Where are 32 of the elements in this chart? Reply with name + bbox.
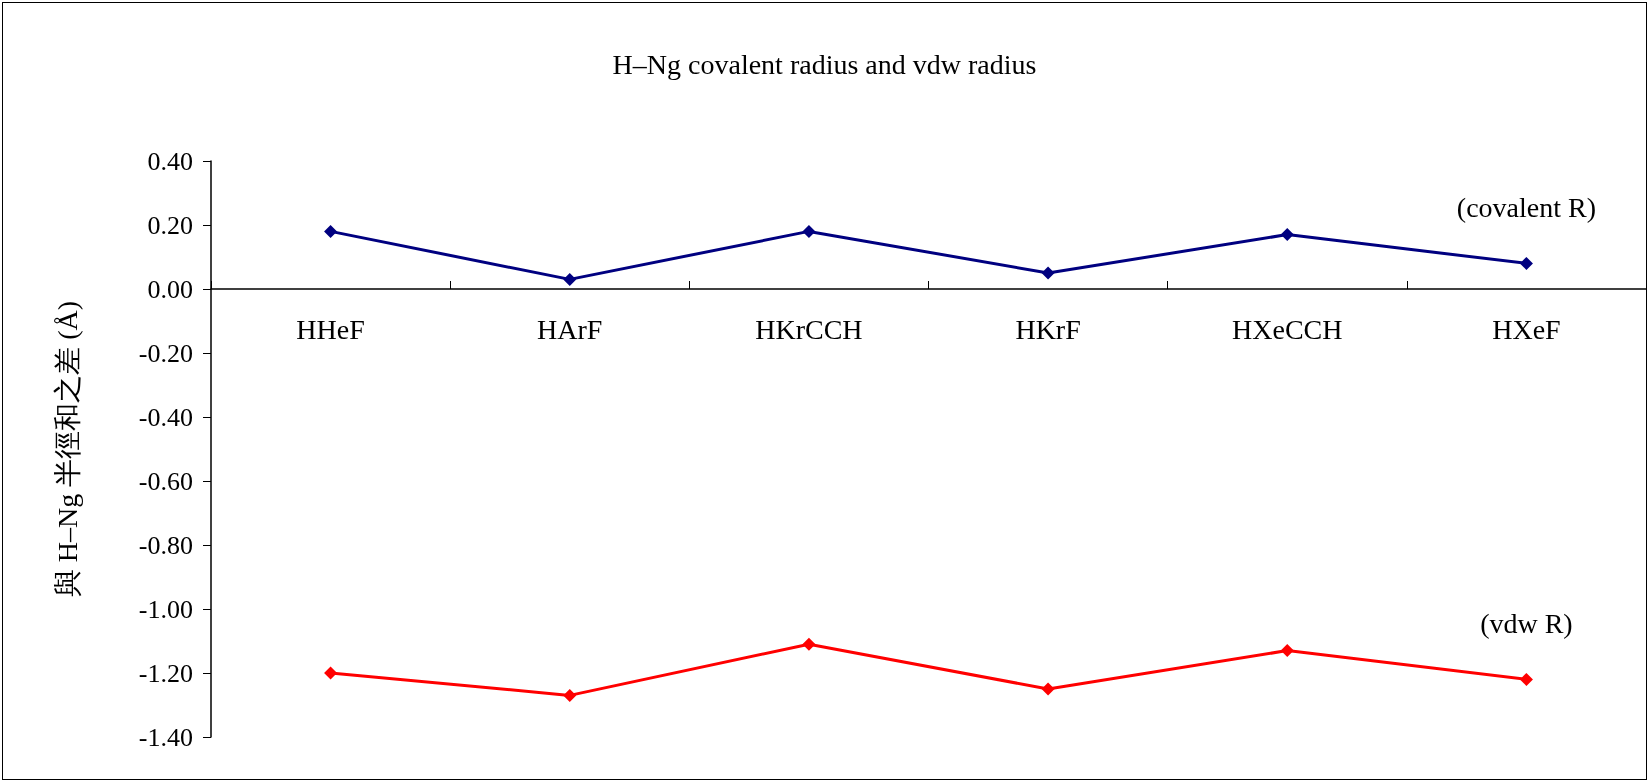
point [1519, 672, 1533, 686]
point [1280, 228, 1294, 242]
point [563, 688, 577, 702]
x-tick-label: HXeF [1492, 314, 1561, 346]
y-tick-label: -0.80 [138, 530, 193, 560]
x-tick-label: HXeCCH [1232, 314, 1343, 346]
series-label: (covalent R) [1456, 192, 1596, 224]
point [1280, 644, 1294, 658]
y-tick-label: -0.40 [138, 402, 193, 432]
x-tick-label: HKrCCH [755, 314, 863, 346]
y-tick-label: 0.20 [147, 210, 193, 240]
point [324, 224, 338, 238]
x-tick-label: HKrF [1015, 314, 1081, 346]
point [802, 637, 816, 651]
y-axis-title: 與 H–Ng 半徑和之差 (Å) [51, 300, 83, 598]
point [1041, 266, 1055, 280]
y-tick-label: -1.00 [138, 594, 193, 624]
y-tick-label: -0.60 [138, 466, 193, 496]
point [1519, 256, 1533, 270]
point [563, 272, 577, 286]
y-tick-label: -1.40 [138, 722, 193, 752]
x-tick-label: HArF [537, 314, 603, 346]
x-tick-label: HHeF [296, 314, 365, 346]
chart-title: H–Ng covalent radius and vdw radius [612, 48, 1037, 80]
y-tick-label: 0.40 [147, 146, 193, 176]
y-tick-label: -1.20 [138, 658, 193, 688]
series-label: (vdw R) [1480, 608, 1573, 640]
y-tick-label: -0.20 [138, 338, 193, 368]
point [802, 224, 816, 238]
point [1041, 682, 1055, 696]
y-tick-label: 0.00 [147, 274, 193, 304]
point [324, 666, 338, 680]
